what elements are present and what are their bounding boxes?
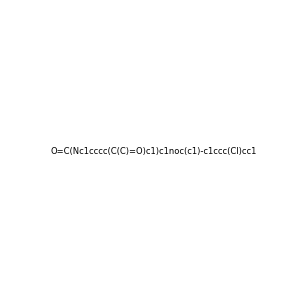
Text: O=C(Nc1cccc(C(C)=O)c1)c1noc(c1)-c1ccc(Cl)cc1: O=C(Nc1cccc(C(C)=O)c1)c1noc(c1)-c1ccc(Cl… bbox=[51, 147, 257, 156]
